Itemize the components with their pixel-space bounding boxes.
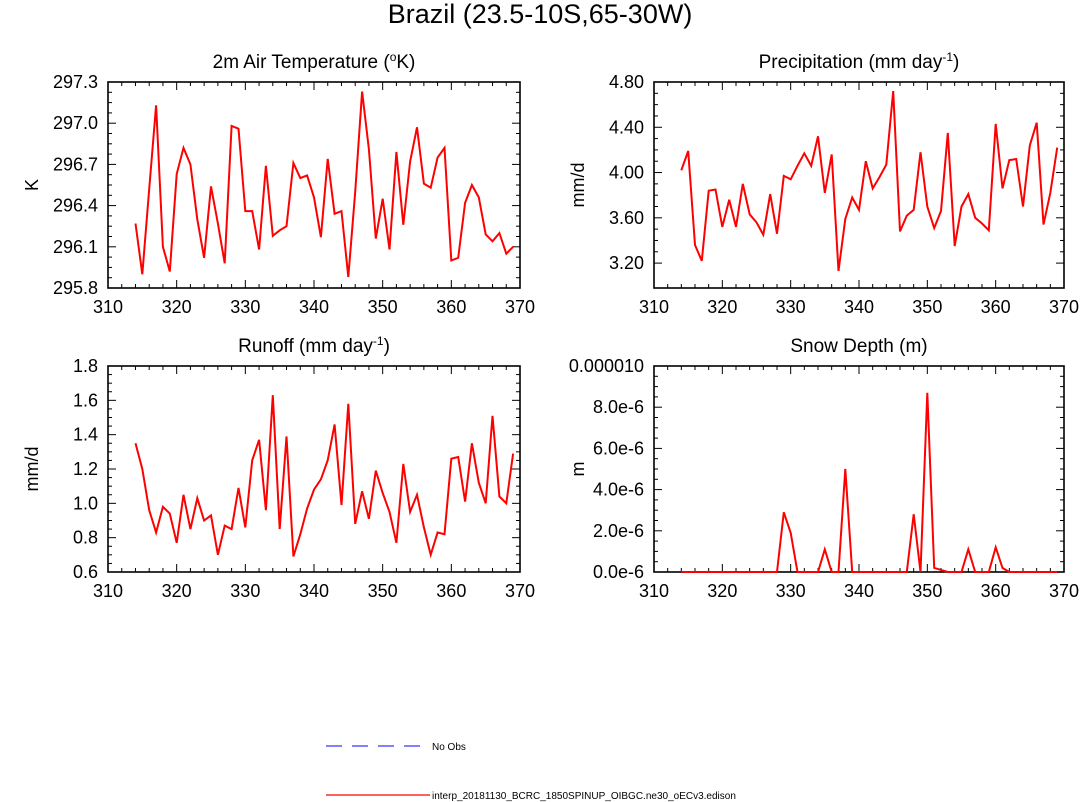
runoff-xtick-label: 340 [299, 581, 329, 601]
snow-depth-xtick-label: 350 [912, 581, 942, 601]
snow-depth-xtick-label: 360 [981, 581, 1011, 601]
panels: 2m Air Temperature (oK) K 310 320 330 340 350 3… [22, 50, 1079, 601]
air-temperature-xtick-label: 360 [436, 297, 466, 317]
snow-depth-title: Snow Depth (m) [790, 336, 927, 357]
air-temperature-xtick-label: 370 [505, 297, 535, 317]
precipitation-ytick-label: 4.00 [609, 163, 644, 183]
precipitation-xtick-label: 320 [707, 297, 737, 317]
air-temperature-ytick-label: 296.4 [53, 196, 98, 216]
precipitation-series-line [680, 91, 1059, 272]
precipitation-xtick-label: 360 [981, 297, 1011, 317]
runoff-ytick-label: 0.8 [73, 528, 98, 548]
runoff-title: Runoff (mm day-1) [238, 334, 390, 357]
snow-depth-xtick-label: 340 [844, 581, 874, 601]
legend: No Obs interp_20181130_BCRC_1850SPINUP_O… [326, 742, 736, 802]
precipitation-xtick-label: 350 [912, 297, 942, 317]
precipitation-ytick-label: 4.40 [609, 117, 644, 137]
precipitation-xtick-label: 370 [1049, 297, 1079, 317]
air-temperature-ytick-label: 297.3 [53, 72, 98, 92]
air-temperature-series-line [134, 91, 514, 278]
runoff-xtick-label: 370 [505, 581, 535, 601]
snow-depth-ytick-label: 2.0e-6 [593, 521, 644, 541]
snow-depth-ytick-label: 6.0e-6 [593, 438, 644, 458]
runoff-xtick-label: 320 [162, 581, 192, 601]
runoff-ytick-label: 1.0 [73, 493, 98, 513]
precipitation-ytick-label: 3.20 [609, 253, 644, 273]
snow-depth-ytick-label: 0.000010 [569, 356, 644, 376]
precipitation-xtick-label: 310 [639, 297, 669, 317]
runoff-frame [107, 365, 521, 573]
air-temperature-ytick-label: 296.1 [53, 237, 98, 257]
snow-depth-series-line [681, 392, 1058, 573]
runoff-panel: Runoff (mm day-1) mm/d 310 320 330 340 350 360 3… [22, 334, 535, 601]
precipitation-xtick-label: 330 [776, 297, 806, 317]
snow-depth-xtick-label: 370 [1049, 581, 1079, 601]
precipitation-ytick-label: 4.80 [609, 72, 644, 92]
legend-no-obs-label: No Obs [432, 742, 466, 753]
precipitation-panel: Precipitation (mm day-1) mm/d 310 320 330 340… [568, 50, 1079, 317]
snow-depth-ylabel: m [568, 462, 588, 477]
snow-depth-panel: Snow Depth (m) m 310 320 330 340 350 360 370 0.0e… [568, 336, 1079, 601]
air-temperature-ylabel: K [22, 179, 42, 191]
legend-model-label: interp_20181130_BCRC_1850SPINUP_OIBGC.ne… [432, 791, 736, 802]
air-temperature-title: 2m Air Temperature (oK) [213, 50, 416, 73]
runoff-ytick-label: 1.2 [73, 459, 98, 479]
air-temperature-xtick-label: 320 [162, 297, 192, 317]
runoff-xtick-label: 350 [368, 581, 398, 601]
snow-depth-ytick-label: 4.0e-6 [593, 480, 644, 500]
snow-depth-xtick-label: 320 [707, 581, 737, 601]
precipitation-xtick-label: 340 [844, 297, 874, 317]
snow-depth-frame [653, 365, 1065, 573]
air-temperature-xtick-label: 350 [368, 297, 398, 317]
snow-depth-ytick-label: 8.0e-6 [593, 397, 644, 417]
figure-title: Brazil (23.5-10S,65-30W) [388, 0, 693, 29]
runoff-xtick-label: 330 [230, 581, 260, 601]
air-temperature-panel: 2m Air Temperature (oK) K 310 320 330 340 350 3… [22, 50, 535, 317]
air-temperature-ytick-label: 295.8 [53, 278, 98, 298]
runoff-ytick-label: 1.8 [73, 356, 98, 376]
runoff-ytick-label: 1.4 [73, 425, 98, 445]
air-temperature-ytick-label: 297.0 [53, 113, 98, 133]
air-temperature-xtick-label: 340 [299, 297, 329, 317]
precipitation-title: Precipitation (mm day-1) [759, 50, 960, 73]
air-temperature-xtick-label: 330 [230, 297, 260, 317]
runoff-ytick-label: 1.6 [73, 390, 98, 410]
runoff-xtick-label: 360 [436, 581, 466, 601]
snow-depth-xtick-label: 330 [776, 581, 806, 601]
precipitation-ytick-label: 3.60 [609, 208, 644, 228]
runoff-ytick-label: 0.6 [73, 562, 98, 582]
snow-depth-xtick-label: 310 [639, 581, 669, 601]
snow-depth-ytick-label: 0.0e-6 [593, 562, 644, 582]
precipitation-ylabel: mm/d [568, 163, 588, 208]
air-temperature-xtick-label: 310 [93, 297, 123, 317]
air-temperature-ytick-label: 296.7 [53, 154, 98, 174]
runoff-ylabel: mm/d [22, 447, 42, 492]
runoff-series-line [134, 395, 515, 559]
runoff-xtick-label: 310 [93, 581, 123, 601]
